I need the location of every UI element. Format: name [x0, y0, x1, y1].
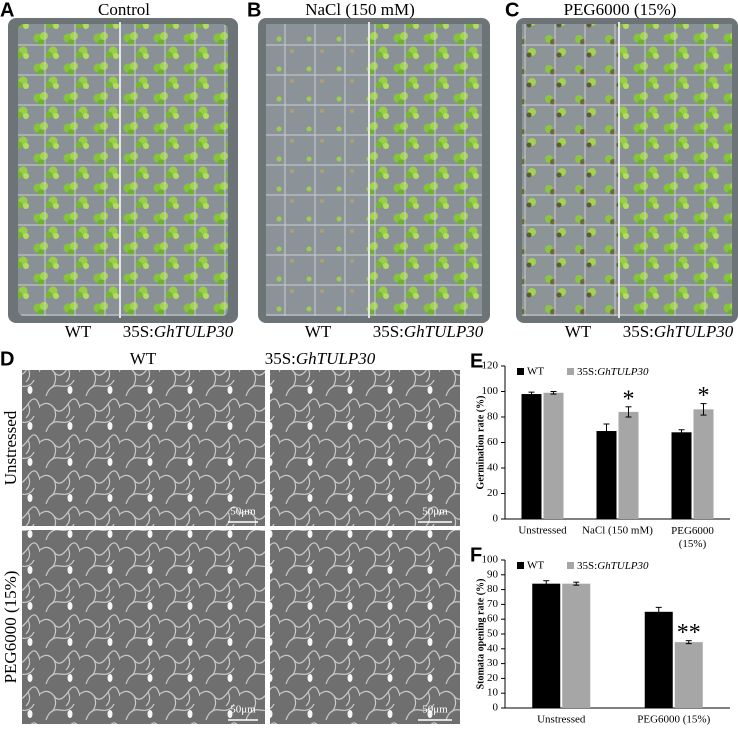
micrograph [22, 530, 265, 724]
y-axis-title: Germination rate (%) [475, 396, 486, 490]
panel-title: NaCl (150 mM) [305, 0, 415, 19]
panel-title: Control [98, 0, 150, 19]
bar [532, 583, 561, 708]
bar [671, 432, 692, 519]
y-tick-label: 120 [482, 360, 499, 372]
seedlings [266, 24, 370, 316]
scale-bar-label: 50μm [230, 506, 256, 518]
seedlings [18, 24, 228, 316]
y-tick-label: 90 [487, 568, 499, 580]
y-tick-label: 10 [487, 687, 499, 699]
legend-swatch [517, 368, 524, 375]
y-tick-label: 60 [487, 436, 499, 448]
legend-swatch [567, 562, 574, 569]
y-axis-title: Stomata opening rate (%) [475, 579, 486, 690]
genotype-label: WT [65, 322, 92, 341]
x-tick-label: Unstressed [537, 714, 586, 726]
genotype-label: WT [565, 322, 592, 341]
significance: * [698, 383, 710, 409]
row-label: PEG6000 (15%) [1, 571, 20, 684]
y-tick-label: 50 [487, 628, 499, 640]
x-tick-label: PEG6000 (15%) [671, 525, 714, 550]
micrograph [22, 370, 265, 526]
bar [674, 642, 703, 708]
y-tick-label: 80 [487, 411, 499, 423]
panel-title: PEG6000 (15%) [564, 0, 677, 19]
genotype-label: 35S:GhTULP30 [373, 322, 484, 341]
panel-label: D [0, 348, 14, 370]
y-tick-label: 70 [487, 598, 499, 610]
bar [543, 392, 564, 519]
micrograph [270, 370, 460, 526]
y-tick-label: 0 [493, 513, 499, 525]
x-tick-label: PEG6000 (15%) [637, 714, 710, 726]
panel-label: C [505, 0, 519, 21]
bar [596, 431, 617, 519]
y-tick-label: 80 [487, 583, 499, 595]
x-tick-label: Unstressed [518, 525, 567, 537]
micrograph [270, 530, 460, 724]
bar [618, 411, 639, 519]
scale-bar-label: 50μm [230, 704, 256, 716]
seedlings [522, 24, 618, 316]
y-tick-label: 20 [487, 672, 499, 684]
bar [521, 394, 542, 519]
bar [644, 611, 673, 708]
scale-bar-label: 50μm [422, 704, 448, 716]
seedlings [620, 24, 732, 316]
panel-label: B [247, 0, 261, 21]
column-label: WT [130, 349, 157, 368]
legend-label: WT [527, 366, 544, 378]
significance: ** [677, 620, 701, 646]
legend-swatch [517, 562, 524, 569]
column-label: 35S:GhTULP30 [265, 349, 376, 368]
legend-label: WT [527, 560, 544, 572]
y-tick-label: 100 [482, 385, 499, 397]
y-tick-label: 20 [487, 487, 499, 499]
legend-label: 35S:GhTULP30 [577, 366, 649, 378]
genotype-label: WT [305, 322, 332, 341]
y-tick-label: 30 [487, 657, 499, 669]
panel-label: F [470, 544, 482, 566]
y-tick-label: 100 [482, 554, 499, 566]
y-tick-label: 60 [487, 613, 499, 625]
legend-swatch [567, 368, 574, 375]
row-label: Unstressed [1, 410, 20, 485]
genotype-label: 35S:GhTULP30 [123, 322, 234, 341]
legend-label: 35S:GhTULP30 [577, 560, 649, 572]
y-tick-label: 0 [493, 702, 499, 714]
y-tick-label: 40 [487, 462, 499, 474]
bar [562, 583, 591, 708]
panel-label: E [470, 350, 483, 372]
panel-label: A [0, 0, 14, 21]
x-tick-label: NaCl (150 mM) [582, 525, 653, 537]
significance: * [623, 386, 635, 412]
y-tick-label: 40 [487, 642, 499, 654]
bar [693, 409, 714, 519]
scale-bar-label: 50μm [422, 506, 448, 518]
seedlings [370, 24, 482, 316]
genotype-label: 35S:GhTULP30 [623, 322, 734, 341]
